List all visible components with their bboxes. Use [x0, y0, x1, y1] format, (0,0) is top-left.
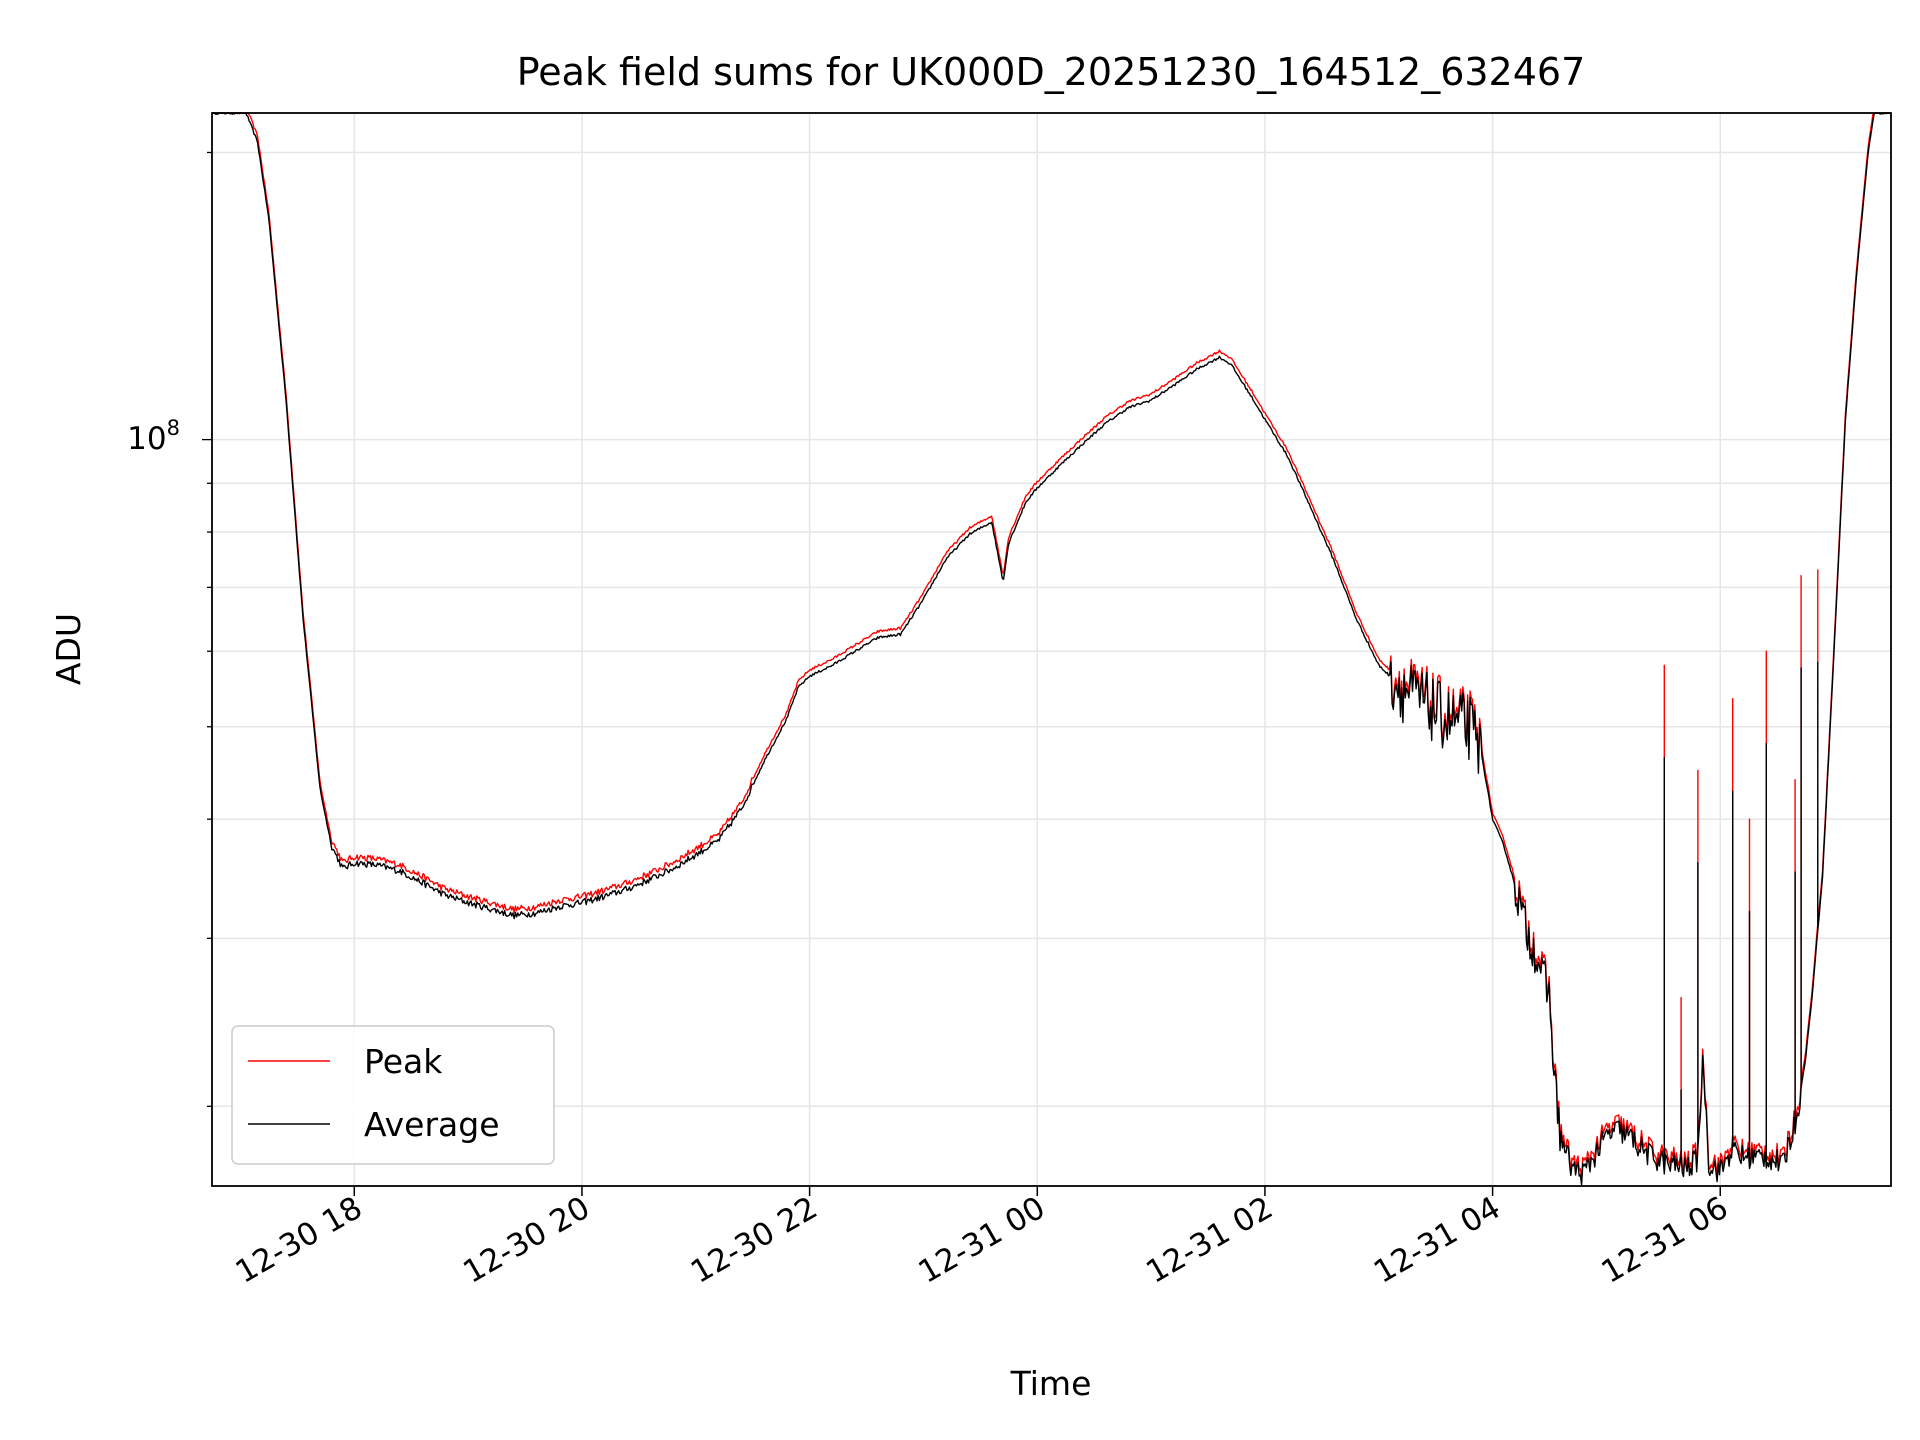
series-line-average: [211, 112, 1892, 1186]
svg-text:108: 108: [127, 416, 180, 457]
x-axis-label: Time: [1010, 1364, 1092, 1403]
chart-title: Peak field sums for UK000D_20251230_1645…: [517, 50, 1586, 94]
legend-label-average: Average: [364, 1105, 500, 1144]
series-line-peak: [212, 112, 1891, 1180]
legend: Peak Average: [231, 1025, 555, 1165]
grid: [212, 113, 1891, 1186]
y-tick-label-base: 10: [127, 421, 166, 457]
y-axis-label: ADU: [49, 613, 88, 685]
y-tick-label-exponent: 8: [167, 416, 180, 440]
plot-frame: [211, 112, 1892, 1187]
series-layer: [211, 112, 1892, 1186]
legend-label-peak: Peak: [364, 1042, 443, 1081]
y-tick-label-1e8: 108: [127, 416, 180, 457]
